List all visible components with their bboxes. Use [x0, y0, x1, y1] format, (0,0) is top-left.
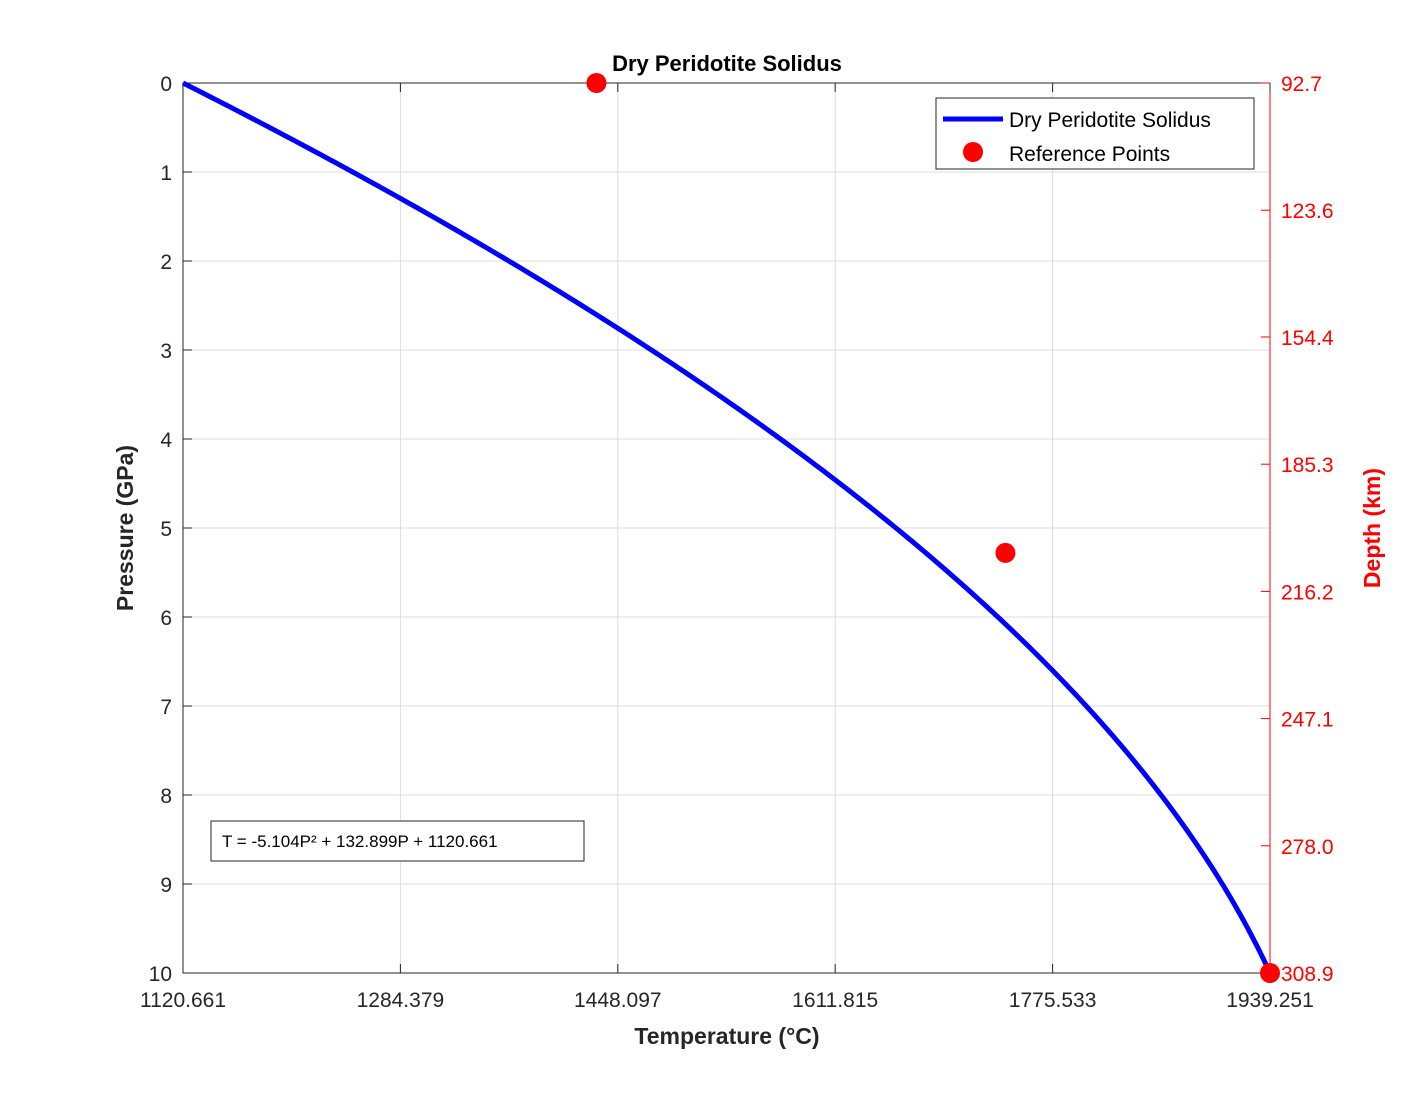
x-axis-title: Temperature (°C) [634, 1023, 819, 1049]
x-tick-label: 1120.661 [140, 989, 226, 1012]
y-tick-label: 6 [160, 607, 172, 630]
y2-axis-ticks: 92.7 123.6 154.4 185.3 216.2 247.1 278.0 308.9 [1261, 73, 1334, 986]
x-tick-label: 1939.251 [1226, 989, 1314, 1012]
legend-label-solidus: Dry Peridotite Solidus [1009, 109, 1211, 132]
y-tick-label: 0 [160, 73, 172, 96]
x-tick-label: 1775.533 [1009, 989, 1097, 1012]
y-tick-label: 5 [160, 518, 172, 541]
y2-tick-label: 185.3 [1281, 454, 1334, 477]
reference-point [586, 73, 607, 93]
y-tick-label: 7 [160, 696, 172, 719]
x-tick-label: 1284.379 [357, 989, 445, 1012]
y2-tick-label: 123.6 [1281, 200, 1334, 223]
x-axis-ticks: 1120.661 1284.379 1448.097 1611.815 1775.533… [140, 83, 1314, 1012]
equation-annotation: T = -5.104P² + 132.899P + 1120.661 [210, 820, 585, 862]
reference-point [1260, 963, 1280, 983]
y2-tick-label: 154.4 [1281, 327, 1334, 350]
y2-tick-label: 278.0 [1281, 836, 1334, 859]
y-tick-label: 9 [160, 874, 172, 897]
y-axis-title: Pressure (GPa) [112, 445, 138, 611]
y2-tick-label: 308.9 [1281, 963, 1334, 986]
legend-box [935, 97, 1255, 170]
y2-axis-title: Depth (km) [1359, 468, 1385, 588]
y-tick-label: 4 [160, 429, 172, 452]
legend: Dry Peridotite Solidus Reference Points [935, 97, 1255, 170]
series-dry-peridotite-solidus-line [181, 80, 1273, 975]
legend-label-reference: Reference Points [1009, 143, 1170, 166]
grid-lines [183, 83, 1270, 973]
y2-tick-label: 247.1 [1281, 709, 1334, 732]
y2-tick-label: 92.7 [1281, 73, 1322, 96]
y-axis-ticks: 0 1 2 3 4 5 6 7 8 9 10 [149, 73, 192, 986]
y-tick-label: 2 [160, 251, 172, 274]
y-tick-label: 8 [160, 785, 172, 808]
legend-marker-swatch [963, 142, 983, 162]
x-tick-label: 1448.097 [574, 989, 662, 1012]
reference-points [586, 73, 1280, 983]
y-tick-label: 1 [160, 162, 172, 185]
equation-box [210, 820, 585, 862]
equation-text: T = -5.104P² + 132.899P + 1120.661 [222, 832, 498, 851]
reference-point [995, 542, 1016, 563]
y-tick-label: 10 [149, 963, 172, 986]
y2-tick-label: 216.2 [1281, 581, 1334, 604]
x-tick-label: 1611.815 [792, 989, 878, 1012]
y-tick-label: 3 [160, 340, 172, 363]
chart-title: Dry Peridotite Solidus [612, 51, 842, 76]
